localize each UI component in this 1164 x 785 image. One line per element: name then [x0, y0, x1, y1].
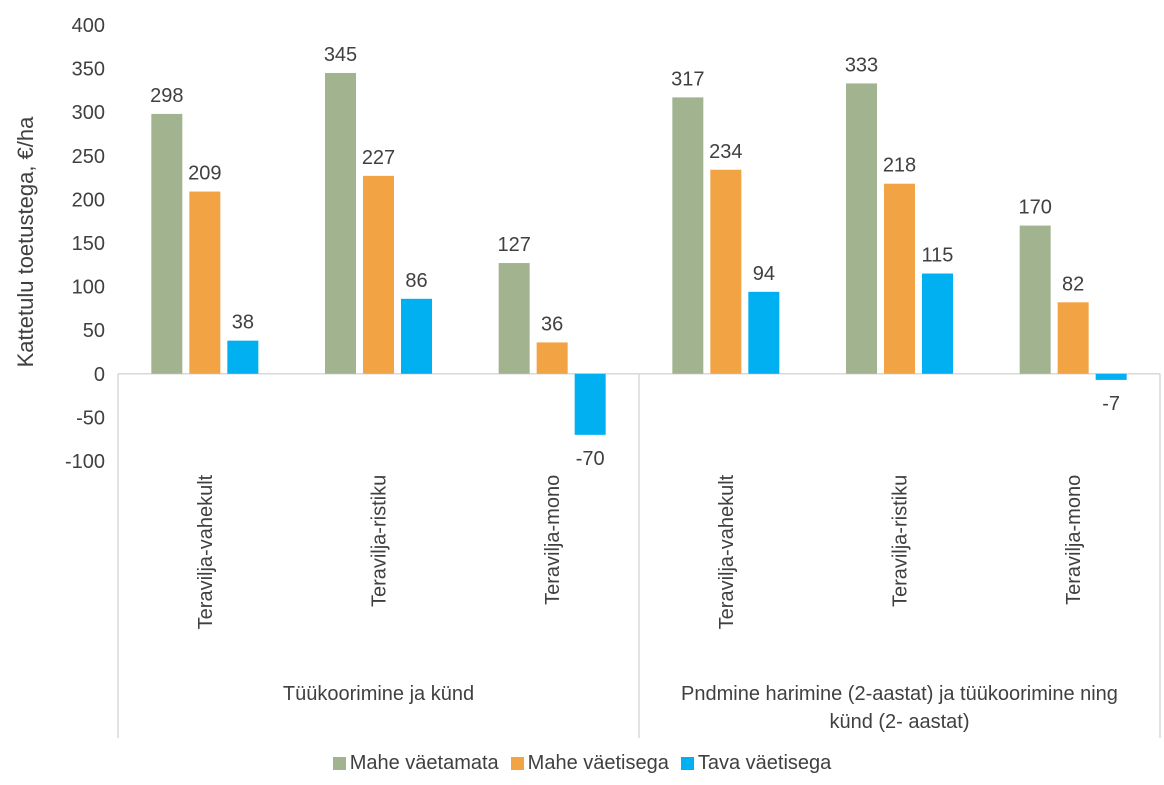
bar	[536, 342, 568, 374]
bar-chart: -100 -50 0 50 100 150 200 250 300 350 400 298 209 38…	[13, 15, 1161, 738]
legend-label: Tava väetisega	[697, 752, 832, 774]
data-label: 82	[1062, 273, 1084, 295]
bar	[1095, 373, 1127, 380]
y-tick-label: 300	[72, 102, 105, 124]
bar	[363, 175, 394, 374]
data-label: 234	[709, 141, 742, 163]
legend-swatch	[332, 757, 346, 770]
bar	[574, 373, 606, 435]
bar	[922, 273, 953, 374]
bar	[151, 113, 183, 374]
y-tick-label: 100	[72, 277, 105, 299]
y-tick-label: -100	[65, 451, 105, 473]
x-tick-label: Teravilja-vahekult	[716, 474, 738, 629]
bar	[189, 191, 221, 374]
data-label: 298	[150, 85, 183, 107]
bar	[1057, 302, 1089, 374]
bar	[672, 97, 704, 374]
legend-item: Mahe väetamata	[332, 752, 499, 775]
data-labels: 298 209 38 345 227 86 127 36 -70 317 234 94 333 218 11…	[150, 44, 1120, 470]
bar	[227, 340, 259, 374]
x-tick-label: Teravilja-ristiku	[890, 475, 912, 607]
x-group-label: Tüükoorimine ja künd	[283, 683, 474, 705]
bar	[846, 83, 877, 374]
legend-item: Tava väetisega	[680, 752, 832, 775]
bars	[151, 72, 1127, 435]
legend: Mahe väetamata Mahe väetisega Tava väetise…	[0, 752, 1164, 775]
bar	[401, 298, 432, 374]
data-label: 333	[845, 54, 878, 76]
data-label: -7	[1102, 393, 1120, 415]
data-label: 317	[671, 68, 704, 90]
data-label: 115	[922, 245, 954, 267]
data-label: 94	[753, 263, 775, 285]
y-tick-label: 0	[94, 364, 105, 386]
x-group-label: Pndmine harimine (2-aastat) ja tüükoorim…	[681, 683, 1118, 733]
data-label: -70	[576, 448, 605, 470]
data-label: 86	[405, 270, 427, 292]
bar	[884, 183, 915, 374]
y-axis-title: Kattetulu toetustega, €/ha	[13, 116, 38, 368]
y-tick-label: 350	[72, 59, 105, 81]
x-tick-label: Teravilja-mono	[1063, 475, 1085, 605]
y-tick-label: 150	[72, 233, 105, 255]
bar	[498, 263, 530, 374]
legend-label: Mahe väetisega	[527, 752, 669, 774]
x-tick-label: Teravilja-mono	[542, 475, 564, 605]
data-label: 345	[324, 44, 357, 66]
legend-swatch	[680, 757, 694, 770]
y-axis: -100 -50 0 50 100 150 200 250 300 350 400	[65, 15, 105, 473]
data-label: 36	[541, 313, 563, 335]
x-tick-label: Teravilja-vahekult	[195, 474, 217, 629]
bar	[1019, 225, 1051, 374]
y-tick-label: 400	[72, 15, 105, 37]
data-label: 127	[497, 234, 530, 256]
y-tick-label: 250	[72, 146, 105, 168]
y-tick-label: -50	[76, 407, 105, 429]
data-label: 209	[188, 163, 221, 185]
data-label: 218	[883, 155, 916, 177]
data-label: 227	[362, 147, 395, 169]
data-label: 38	[232, 312, 254, 334]
bar	[748, 291, 780, 374]
x-axis-categories: Teravilja-vahekult Teravilja-ristiku Terav…	[117, 373, 1161, 738]
bar	[325, 72, 356, 374]
legend-item: Mahe väetisega	[510, 752, 669, 775]
bar	[710, 169, 742, 374]
y-tick-label: 200	[72, 189, 105, 211]
legend-label: Mahe väetamata	[349, 752, 499, 774]
data-label: 170	[1018, 197, 1051, 219]
y-tick-label: 50	[83, 320, 105, 342]
legend-swatch	[510, 757, 524, 770]
x-tick-label: Teravilja-ristiku	[369, 475, 391, 607]
